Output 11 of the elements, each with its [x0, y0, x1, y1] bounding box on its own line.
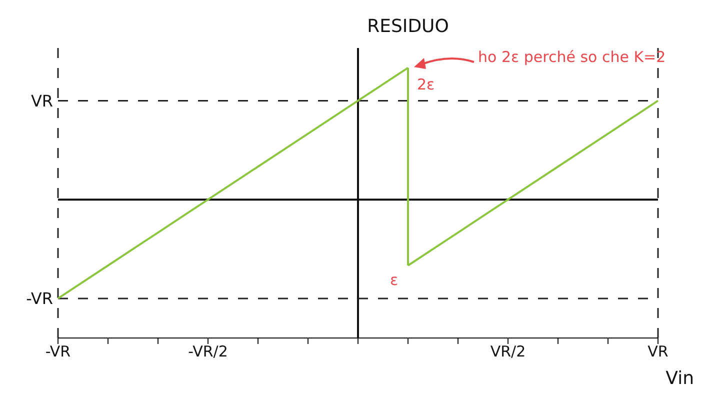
text: ho 2ε perché so che K=2 — [478, 48, 667, 66]
annotation: 2ε — [417, 76, 435, 94]
annotation: ε — [390, 271, 398, 290]
ref-line-label: VR — [30, 91, 53, 110]
y-axis-title: RESIDUO — [367, 16, 449, 37]
x-tick-label: -VR — [45, 342, 71, 361]
x-tick-label: VR — [648, 342, 668, 361]
x-tick-label: VR/2 — [490, 342, 526, 361]
x-axis-title: Vin — [666, 368, 694, 389]
x-tick-label: -VR/2 — [188, 342, 228, 361]
ref-line-label: -VR — [26, 289, 53, 308]
